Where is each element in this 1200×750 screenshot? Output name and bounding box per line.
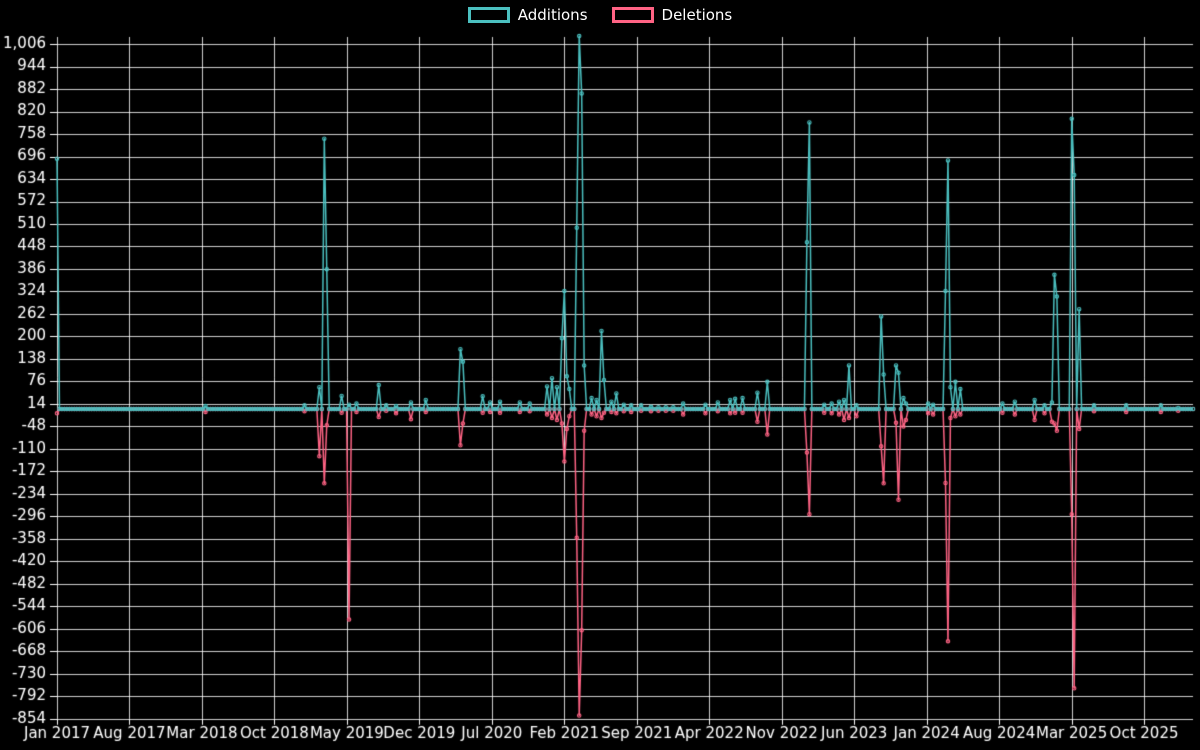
legend-item-additions[interactable]: Additions bbox=[467, 5, 588, 24]
legend-label-additions: Additions bbox=[517, 5, 588, 24]
deletions-legend-swatch-icon bbox=[611, 7, 654, 23]
legend-label-deletions: Deletions bbox=[661, 5, 733, 24]
additions-legend-swatch-icon bbox=[467, 7, 510, 23]
legend-item-deletions[interactable]: Deletions bbox=[611, 5, 733, 24]
chart-legend: Additions Deletions bbox=[0, 7, 1200, 23]
